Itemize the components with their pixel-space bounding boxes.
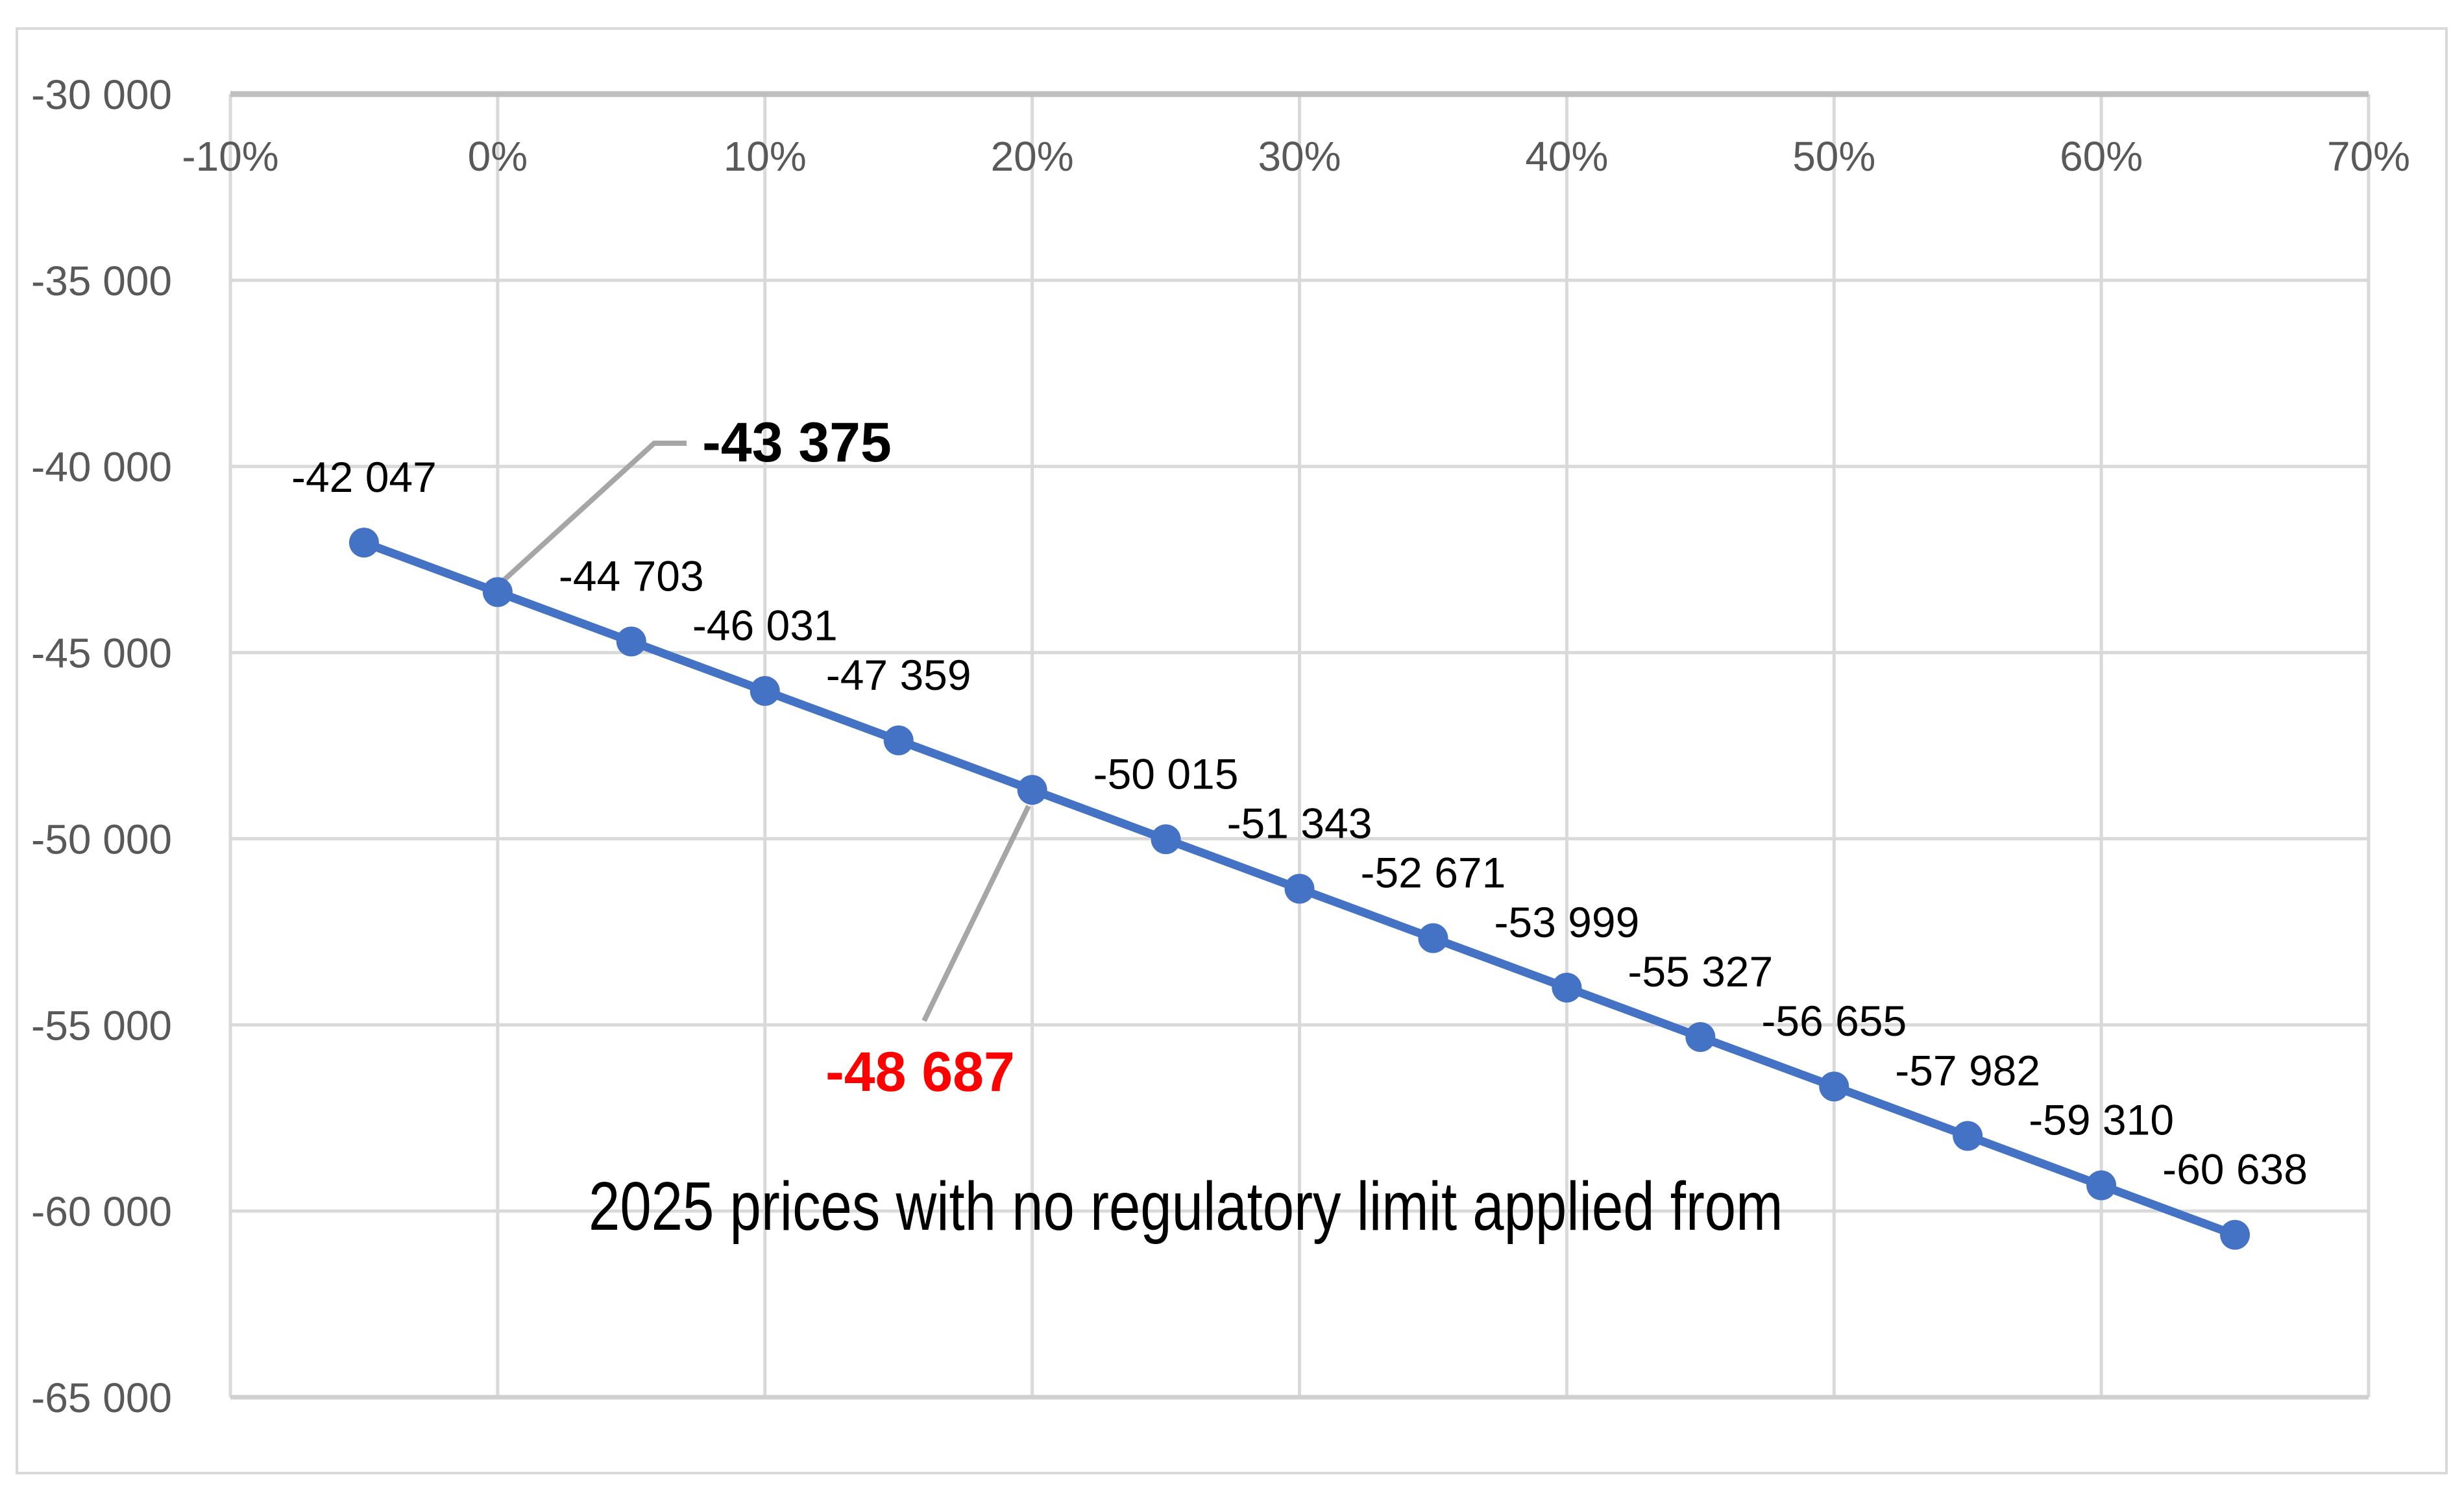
- y-axis-tick-label: -65 000: [31, 1374, 172, 1421]
- data-point-marker: [1017, 775, 1047, 805]
- x-axis-tick-label: 10%: [724, 133, 807, 180]
- data-label: -47 359: [826, 651, 971, 699]
- x-axis-tick-label: -10%: [182, 133, 278, 180]
- x-axis-tick-label: 70%: [2327, 133, 2410, 180]
- y-axis-tick-label: -40 000: [31, 444, 172, 491]
- data-label: -56 655: [1761, 997, 1907, 1045]
- data-label: -53 999: [1494, 898, 1639, 946]
- y-axis-tick-label: -30 000: [31, 71, 172, 118]
- x-axis-tick-label: 50%: [1792, 133, 1875, 180]
- data-label: -59 310: [2029, 1096, 2174, 1144]
- data-label: -57 982: [1895, 1046, 2040, 1094]
- data-point-marker: [348, 528, 379, 558]
- chart-border: [16, 27, 2448, 1474]
- data-label: -51 343: [1227, 799, 1372, 847]
- x-axis-tick-label: 40%: [1525, 133, 1608, 180]
- data-label: -42 047: [291, 453, 437, 501]
- x-axis-tick-label: 30%: [1258, 133, 1341, 180]
- callout-leader-line: [499, 441, 687, 585]
- data-point-marker: [1953, 1121, 1983, 1151]
- data-point-marker: [1284, 873, 1315, 904]
- data-point-marker: [1418, 923, 1448, 953]
- data-label: -50 015: [1093, 750, 1239, 798]
- data-label: -55 327: [1628, 947, 1773, 995]
- data-point-marker: [482, 577, 513, 607]
- callout-label: -43 375: [702, 411, 892, 474]
- data-point-marker: [1685, 1022, 1716, 1053]
- data-point-marker: [1552, 972, 1582, 1003]
- callout-label: -48 687: [825, 1041, 1015, 1103]
- data-label: -52 671: [1361, 849, 1506, 897]
- y-axis-tick-label: -45 000: [31, 630, 172, 677]
- data-point-marker: [2086, 1170, 2117, 1201]
- x-axis-tick-label: 20%: [991, 133, 1074, 180]
- y-axis-tick-label: -35 000: [31, 258, 172, 304]
- data-point-marker: [750, 676, 780, 706]
- data-point-marker: [883, 725, 914, 755]
- data-label: -60 638: [2162, 1145, 2308, 1193]
- data-label: -44 703: [559, 552, 704, 600]
- data-point-marker: [616, 626, 646, 657]
- annotation-text: 2025 prices with no regulatory limit app…: [589, 1167, 1783, 1245]
- data-point-marker: [1151, 824, 1181, 855]
- data-point-marker: [1819, 1071, 1849, 1102]
- data-point-marker: [2220, 1219, 2251, 1250]
- y-axis-tick-label: -60 000: [31, 1188, 172, 1235]
- x-axis-tick-label: 0%: [468, 133, 528, 180]
- callout-leader-line: [921, 805, 1031, 1022]
- y-axis-tick-label: -55 000: [31, 1002, 172, 1049]
- x-axis-tick-label: 60%: [2060, 133, 2143, 180]
- y-axis-tick-label: -50 000: [31, 816, 172, 862]
- data-label: -46 031: [692, 602, 838, 650]
